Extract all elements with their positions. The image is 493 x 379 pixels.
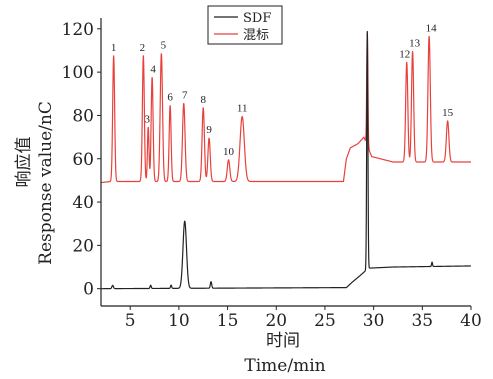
y-axis-title: Response value/nC xyxy=(36,101,56,265)
peak-label-1: 1 xyxy=(111,42,117,54)
peak-label-5: 5 xyxy=(161,40,167,52)
legend-label: 混标 xyxy=(243,28,269,43)
x-tick-label: 10 xyxy=(168,311,190,331)
y-axis-title-cn: 响应值 xyxy=(14,137,34,188)
x-tick-label: 25 xyxy=(314,311,336,331)
y-tick-label: 80 xyxy=(72,106,94,126)
y-tick-label: 40 xyxy=(72,193,94,213)
y-tick-label: 120 xyxy=(62,20,94,40)
peak-label-6: 6 xyxy=(167,92,173,104)
x-tick-label: 40 xyxy=(460,311,482,331)
x-tick-label: 35 xyxy=(411,311,433,331)
y-tick-label: 100 xyxy=(62,63,94,83)
legend-label: SDF xyxy=(243,11,271,26)
x-tick-label: 5 xyxy=(125,311,136,331)
x-tick-label: 20 xyxy=(265,311,287,331)
plot-area xyxy=(100,30,472,290)
peak-label-13: 13 xyxy=(409,38,421,50)
y-tick-label: 60 xyxy=(72,150,94,170)
y-tick-label: 0 xyxy=(83,280,94,300)
series-line-mixed-standard xyxy=(100,32,472,184)
peak-label-10: 10 xyxy=(223,146,235,158)
peak-label-12: 12 xyxy=(399,48,410,60)
x-axis-title: Time/min xyxy=(244,356,325,376)
peak-label-15: 15 xyxy=(442,107,454,119)
legend-box xyxy=(207,5,283,45)
peak-label-9: 9 xyxy=(206,124,212,136)
x-axis-title-cn: 时间 xyxy=(266,331,300,351)
x-tick-label: 30 xyxy=(363,311,385,331)
y-tick-label: 20 xyxy=(72,236,94,256)
peak-label-14: 14 xyxy=(426,22,438,34)
peak-label-2: 2 xyxy=(140,42,146,54)
peak-label-11: 11 xyxy=(237,103,248,115)
peak-label-8: 8 xyxy=(200,94,206,106)
x-tick-label: 15 xyxy=(217,311,239,331)
peak-label-3: 3 xyxy=(144,113,150,125)
series-line-sdf xyxy=(100,30,472,290)
peak-label-4: 4 xyxy=(150,64,156,76)
peak-label-7: 7 xyxy=(182,90,188,102)
legend: SDF 混标 xyxy=(207,5,283,45)
